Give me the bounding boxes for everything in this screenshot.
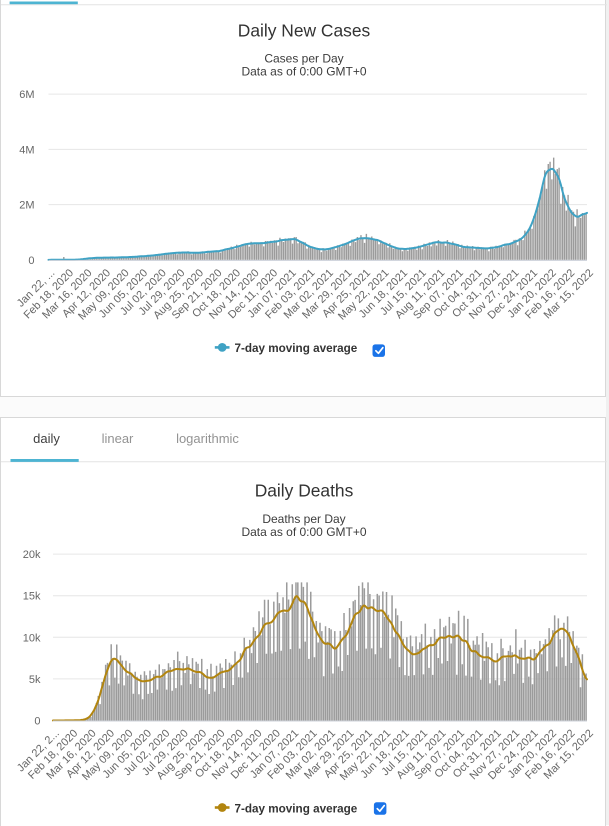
svg-text:linear: linear xyxy=(102,431,134,446)
svg-text:6M: 6M xyxy=(19,89,34,101)
svg-text:15k: 15k xyxy=(23,591,41,603)
svg-text:10k: 10k xyxy=(23,632,41,644)
svg-text:0: 0 xyxy=(34,716,40,728)
svg-text:Data as of 0:00 GMT+0: Data as of 0:00 GMT+0 xyxy=(241,64,366,78)
svg-text:Daily Deaths: Daily Deaths xyxy=(255,481,354,501)
svg-text:5k: 5k xyxy=(29,674,41,686)
svg-text:7-day moving average: 7-day moving average xyxy=(235,342,358,355)
svg-text:Deaths per Day: Deaths per Day xyxy=(262,512,345,526)
svg-text:logarithmic: logarithmic xyxy=(176,431,239,446)
svg-text:2M: 2M xyxy=(19,200,34,212)
svg-text:Daily New Cases: Daily New Cases xyxy=(238,21,371,41)
svg-text:Data as of 0:00 GMT+0: Data as of 0:00 GMT+0 xyxy=(241,525,366,539)
svg-text:Cases per Day: Cases per Day xyxy=(264,51,343,65)
svg-text:7-day moving average: 7-day moving average xyxy=(235,802,358,815)
svg-text:20k: 20k xyxy=(23,549,41,561)
svg-text:0: 0 xyxy=(28,255,34,267)
svg-text:daily: daily xyxy=(33,431,60,446)
svg-text:4M: 4M xyxy=(19,144,34,156)
